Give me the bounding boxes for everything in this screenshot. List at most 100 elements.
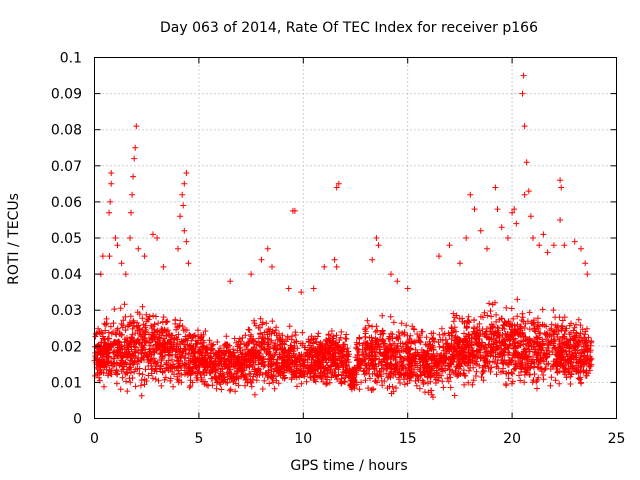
ticks-layer — [94, 57, 617, 419]
roti-outlier-point — [181, 180, 188, 187]
roti-outlier-point — [463, 235, 470, 241]
roti-outlier-point — [227, 278, 234, 285]
y-tick-label: 0.01 — [51, 375, 82, 391]
roti-outlier-point — [467, 191, 474, 198]
roti-outlier-point — [530, 235, 536, 241]
roti-outlier-point — [321, 263, 328, 270]
roti-outlier-point — [179, 191, 186, 198]
x-tick-label: 0 — [90, 431, 99, 447]
x-tick-label: 20 — [503, 431, 521, 447]
chart-title: Day 063 of 2014, Rate Of TEC Index for r… — [160, 20, 538, 36]
roti-outlier-point — [333, 263, 340, 270]
y-tick-label: 0.06 — [51, 195, 82, 211]
roti-outlier-point — [513, 220, 520, 227]
roti-outlier-point — [525, 188, 532, 195]
roti-outlier-point — [504, 235, 511, 241]
y-tick-label: 0.07 — [51, 159, 82, 175]
y-tick-label: 0.03 — [51, 303, 82, 319]
roti-outlier-point — [527, 213, 534, 220]
y-tick-label: 0.08 — [51, 123, 82, 139]
roti-outlier-point — [369, 256, 376, 263]
roti-outlier-point — [477, 227, 484, 234]
roti-outlier-point — [492, 184, 499, 191]
y-tick-label: 0.02 — [51, 339, 82, 355]
roti-outlier-point — [183, 170, 190, 176]
roti-outlier-point — [456, 260, 463, 267]
roti-outlier-point — [375, 242, 382, 249]
y-tick-labels: 0 0.01 0.02 0.03 0.04 0.05 0.06 0.07 0.08 0.09 0.1 — [51, 51, 82, 428]
roti-outlier-point — [133, 123, 140, 130]
roti-outlier-point — [446, 242, 453, 249]
roti-outlier-point — [584, 271, 591, 278]
roti-outlier-point — [106, 253, 113, 260]
roti-outlier-point — [550, 242, 557, 249]
roti-outlier-point — [557, 177, 564, 184]
roti-outlier-point — [333, 184, 340, 191]
roti-point-cloud — [91, 296, 595, 401]
y-tick-label: 0.1 — [60, 51, 82, 67]
roti-outlier-point — [310, 285, 317, 292]
roti-outlier-point — [160, 263, 167, 270]
roti-outlier-point — [248, 271, 255, 278]
roti-outlier-point — [519, 90, 526, 97]
roti-outlier-point — [557, 217, 564, 223]
roti-outlier-point — [185, 260, 192, 267]
roti-outlier-point — [289, 207, 296, 214]
roti-outlier-point — [112, 235, 119, 241]
roti-outlier-point — [154, 235, 161, 241]
roti-outlier-point — [471, 206, 478, 213]
roti-outlier-point — [258, 256, 265, 263]
roti-outlier-point — [571, 238, 578, 245]
y-axis-label: ROTI / TECUs — [6, 193, 22, 285]
roti-outlier-point — [388, 271, 394, 278]
roti-outlier-point — [509, 209, 516, 216]
roti-outlier-point — [373, 235, 380, 241]
roti-outlier-point — [285, 285, 292, 292]
roti-outlier-point — [135, 245, 142, 252]
roti-outlier-point — [264, 245, 271, 252]
roti-outlier-point — [108, 170, 115, 176]
roti-outlier-point — [269, 263, 275, 270]
roti-outlier-point — [520, 72, 527, 79]
x-tick-label: 10 — [294, 431, 312, 447]
roti-outlier-point — [536, 242, 543, 249]
roti-outlier-point — [180, 202, 187, 209]
roti-outlier-point — [521, 191, 528, 198]
roti-outlier-point — [404, 285, 411, 292]
roti-outlier-point — [394, 278, 401, 285]
roti-outlier-point — [511, 206, 518, 213]
roti-outlier-point — [128, 209, 134, 216]
roti-outlier-point — [578, 245, 584, 252]
roti-outlier-point — [175, 245, 181, 252]
roti-outlier-point — [177, 213, 184, 220]
roti-outlier-point — [436, 253, 442, 260]
roti-outlier-point — [494, 206, 501, 213]
roti-outlier-point — [521, 123, 528, 130]
roti-outlier-point — [181, 227, 188, 234]
roti-outlier-point — [335, 180, 342, 187]
roti-outlier-point — [118, 260, 125, 267]
roti-outlier-point — [127, 235, 133, 241]
roti-outlier-point — [108, 180, 115, 187]
y-tick-label: 0.04 — [51, 267, 82, 283]
roti-outlier-point — [498, 224, 505, 231]
roti-outlier-point — [106, 209, 113, 216]
roti-outlier-point — [129, 191, 136, 198]
data-points-layer — [91, 72, 595, 401]
y-tick-label: 0 — [73, 412, 82, 428]
roti-outlier-point — [540, 231, 547, 238]
roti-outlier-point — [122, 271, 129, 278]
roti-outlier-point — [99, 253, 106, 260]
roti-outlier-point — [131, 155, 138, 162]
roti-outlier-point — [582, 260, 589, 267]
roti-outlier-point — [130, 173, 137, 180]
roti-outlier-point — [150, 231, 156, 238]
roti-outlier-point — [141, 253, 148, 260]
roti-outlier-point — [561, 242, 568, 249]
y-tick-label: 0.09 — [51, 87, 82, 103]
roti-outlier-point — [544, 249, 551, 256]
roti-outlier-point — [484, 245, 490, 252]
roti-outlier-point — [558, 184, 565, 191]
